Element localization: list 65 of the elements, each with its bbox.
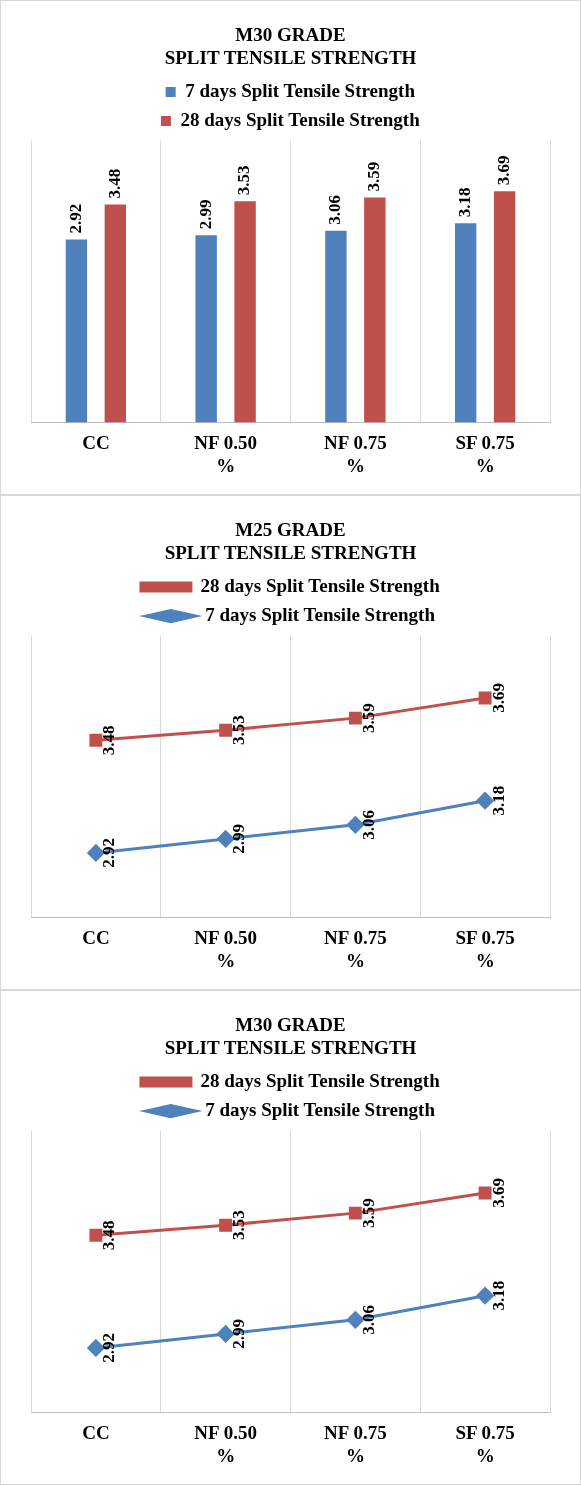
data-label: 3.18 — [488, 1280, 508, 1311]
bar — [325, 230, 347, 423]
legend-label: 28 days Split Tensile Strength — [200, 575, 441, 597]
data-label: 3.06 — [325, 195, 345, 225]
point — [346, 1311, 364, 1329]
data-label: 3.69 — [493, 155, 513, 186]
legend-label: 28 days Split Tensile Strength — [200, 1070, 441, 1092]
data-label: 3.59 — [358, 1198, 378, 1228]
x-tick-label: CC — [82, 431, 110, 453]
chart-title: M25 GRADE SPLIT TENSILE STRENGTH — [164, 519, 417, 564]
point — [476, 792, 494, 810]
x-tick-label: NF 0.50 % — [194, 926, 257, 971]
point — [478, 1186, 492, 1200]
point — [476, 1287, 494, 1305]
chart-title: M30 GRADE SPLIT TENSILE STRENGTH — [164, 1014, 417, 1059]
bar — [364, 197, 386, 423]
point — [348, 711, 362, 725]
x-tick-label: NF 0.75 % — [324, 1421, 387, 1466]
data-label: 3.53 — [234, 165, 254, 196]
x-tick-label: SF 0.75 % — [455, 926, 515, 971]
data-label: 2.99 — [229, 824, 249, 854]
point — [89, 1228, 103, 1242]
chart-title: M30 GRADE SPLIT TENSILE STRENGTH — [164, 24, 417, 69]
x-tick-label: NF 0.50 % — [194, 431, 257, 476]
data-label: 3.48 — [99, 725, 119, 756]
x-tick-label: NF 0.50 % — [194, 1421, 257, 1466]
point — [478, 691, 492, 705]
data-label: 3.48 — [99, 1220, 119, 1251]
data-label: 3.06 — [358, 1304, 378, 1335]
x-tick-label: SF 0.75 % — [455, 1421, 515, 1466]
bar — [195, 235, 217, 423]
data-label: 3.59 — [364, 161, 384, 192]
point — [348, 1206, 362, 1220]
bar — [234, 201, 256, 423]
data-label: 2.92 — [99, 1333, 119, 1363]
data-label: 3.06 — [358, 809, 378, 840]
data-label: 3.18 — [455, 187, 475, 218]
bar — [104, 204, 127, 423]
bar — [493, 191, 516, 423]
data-label: 2.99 — [229, 1319, 249, 1349]
x-tick-label: SF 0.75 % — [455, 431, 515, 476]
point — [219, 1218, 233, 1232]
legend-label: 28 days Split Tensile Strength — [180, 109, 421, 131]
point — [89, 733, 103, 747]
data-label: 2.99 — [195, 199, 215, 230]
x-tick-label: CC — [82, 1421, 110, 1443]
data-label: 3.69 — [488, 683, 508, 713]
legend-label: 7 days Split Tensile Strength — [205, 604, 436, 626]
x-tick-label: NF 0.75 % — [324, 431, 387, 476]
legend-label: 7 days Split Tensile Strength — [185, 80, 416, 102]
x-tick-label: CC — [82, 926, 110, 948]
legend-label: 7 days Split Tensile Strength — [205, 1099, 436, 1121]
data-label: 3.59 — [358, 703, 378, 733]
data-label: 3.53 — [229, 715, 249, 746]
data-label: 3.48 — [104, 168, 124, 199]
point — [346, 816, 364, 834]
bar — [454, 223, 477, 423]
point — [219, 723, 233, 737]
data-label: 2.92 — [65, 203, 85, 234]
data-label: 3.53 — [229, 1210, 249, 1241]
bar — [65, 239, 88, 423]
x-tick-label: NF 0.75 % — [324, 926, 387, 971]
data-label: 3.69 — [488, 1178, 508, 1208]
data-label: 2.92 — [99, 838, 119, 868]
data-label: 3.18 — [488, 785, 508, 816]
